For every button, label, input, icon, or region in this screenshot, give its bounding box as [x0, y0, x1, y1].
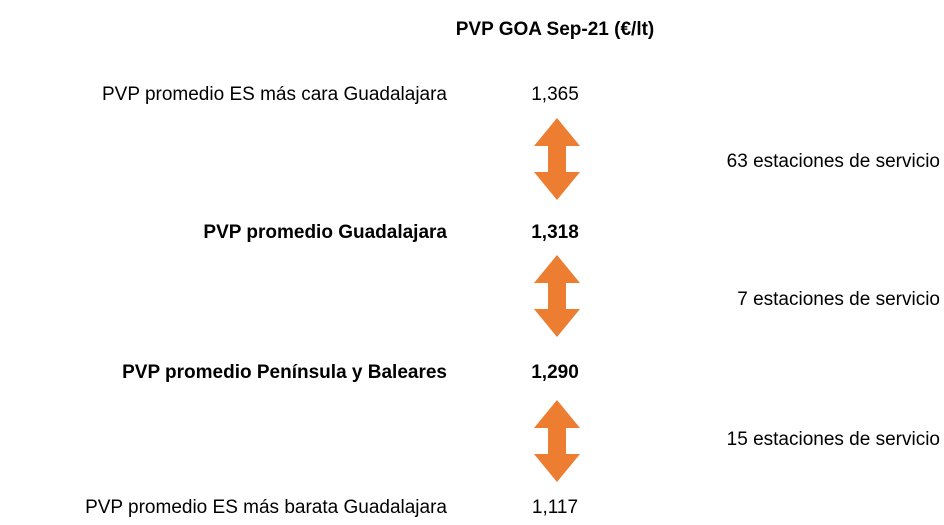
title: PVP GOA Sep-21 (€/lt) [456, 19, 655, 40]
row-value: 1,365 [531, 84, 579, 105]
row-value: 1,117 [532, 497, 578, 518]
row-label: PVP promedio Guadalajara [203, 222, 447, 243]
row-label: PVP promedio Península y Baleares [122, 362, 447, 383]
double-arrow [534, 400, 580, 482]
row-label: PVP promedio ES más cara Guadalajara [102, 84, 447, 105]
double-arrow [534, 118, 580, 200]
gap-label: 63 estaciones de servicio [727, 151, 940, 172]
row-value: 1,318 [531, 222, 579, 243]
gap-label: 15 estaciones de servicio [727, 429, 940, 450]
gap-label: 7 estaciones de servicio [737, 289, 940, 310]
row-value: 1,290 [531, 362, 579, 383]
row-label: PVP promedio ES más barata Guadalajara [85, 497, 447, 518]
double-arrow [534, 255, 580, 337]
